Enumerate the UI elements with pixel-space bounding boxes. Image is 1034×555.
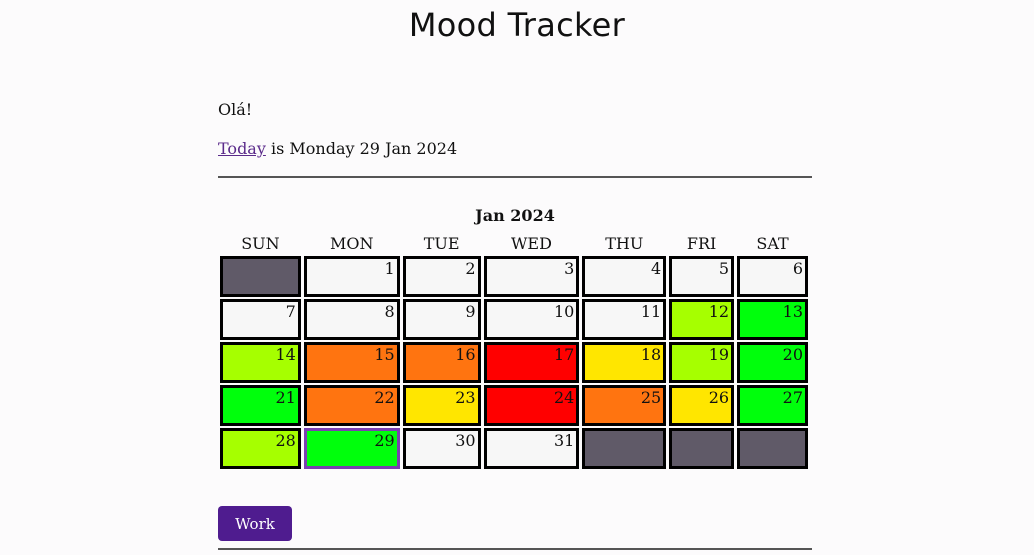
calendar-day-cell[interactable]: 30 xyxy=(402,428,481,469)
calendar-empty-cell xyxy=(582,428,667,469)
weekday-header: FRI xyxy=(686,233,717,253)
calendar-week-row: 14 15 16 17 18 19 20 xyxy=(220,342,808,383)
day-number xyxy=(296,272,298,274)
divider-top xyxy=(218,176,812,178)
calendar-day-cell[interactable]: 8 xyxy=(303,299,400,340)
day-number: 26 xyxy=(708,388,730,407)
calendar-day-cell[interactable]: 26 xyxy=(669,385,735,426)
day-number xyxy=(661,444,663,446)
day-number: 5 xyxy=(718,259,730,278)
day-number: 20 xyxy=(782,345,803,364)
today-date-text: is Monday 29 Jan 2024 xyxy=(265,139,458,158)
calendar-day-cell[interactable]: 24 xyxy=(483,385,580,426)
day-number: 19 xyxy=(708,345,730,364)
day-number: 25 xyxy=(640,388,662,407)
calendar-month-label: Jan 2024 xyxy=(475,206,555,225)
day-number: 16 xyxy=(455,345,476,364)
day-number: 1 xyxy=(384,259,395,278)
day-number xyxy=(729,444,731,446)
main-content: Olá! Today is Monday 29 Jan 2024 Jan 202… xyxy=(218,100,812,550)
calendar-day-cell[interactable]: 19 xyxy=(669,342,735,383)
day-number: 12 xyxy=(708,302,730,321)
day-number: 22 xyxy=(374,388,395,407)
calendar-day-cell[interactable]: 3 xyxy=(483,256,580,297)
weekday-header: MON xyxy=(330,233,374,253)
day-number: 28 xyxy=(275,431,296,450)
mood-calendar: SUN MON TUE WED THU FRI SAT 1 2 3 4 5 6 7 8 9 10 1… xyxy=(217,230,811,471)
calendar-day-cell[interactable]: 28 xyxy=(220,428,301,469)
calendar-day-cell[interactable]: 10 xyxy=(483,299,580,340)
day-number: 7 xyxy=(285,302,296,321)
weekday-header-row: SUN MON TUE WED THU FRI SAT xyxy=(220,232,808,254)
day-number: 4 xyxy=(651,259,662,278)
calendar-day-cell[interactable]: 4 xyxy=(582,256,667,297)
weekday-header: TUE xyxy=(423,233,460,253)
day-number: 31 xyxy=(554,431,575,450)
day-number: 8 xyxy=(384,302,395,321)
day-number: 30 xyxy=(455,431,476,450)
calendar-day-cell[interactable]: 29 xyxy=(303,428,400,469)
calendar-body: 1 2 3 4 5 6 7 8 9 10 11 12 13 14 15 16 17 18 19 20 21 22 23 24 2… xyxy=(220,256,808,469)
weekday-header: THU xyxy=(605,233,644,253)
calendar-day-cell[interactable]: 11 xyxy=(582,299,667,340)
greeting-text: Olá! xyxy=(218,100,253,119)
calendar-day-cell[interactable]: 2 xyxy=(402,256,481,297)
weekday-header: SUN xyxy=(241,233,280,253)
calendar-day-cell[interactable]: 9 xyxy=(402,299,481,340)
calendar-day-cell[interactable]: 7 xyxy=(220,299,301,340)
calendar-empty-cell xyxy=(220,256,301,297)
calendar-day-cell[interactable]: 27 xyxy=(737,385,808,426)
calendar-day-cell[interactable]: 25 xyxy=(582,385,667,426)
calendar-week-row: 28 29 30 31 xyxy=(220,428,808,469)
calendar-empty-cell xyxy=(737,428,808,469)
calendar-week-row: 7 8 9 10 11 12 13 xyxy=(220,299,808,340)
calendar-day-cell[interactable]: 20 xyxy=(737,342,808,383)
day-number: 27 xyxy=(782,388,803,407)
calendar-day-cell[interactable]: 6 xyxy=(737,256,808,297)
calendar-day-cell[interactable]: 31 xyxy=(483,428,580,469)
calendar-day-cell[interactable]: 23 xyxy=(402,385,481,426)
weekday-header: WED xyxy=(510,233,552,253)
calendar-week-row: 21 22 23 24 25 26 27 xyxy=(220,385,808,426)
calendar-day-cell[interactable]: 16 xyxy=(402,342,481,383)
day-number: 29 xyxy=(374,431,395,450)
day-number: 18 xyxy=(640,345,662,364)
calendar-day-cell[interactable]: 17 xyxy=(483,342,580,383)
day-number: 23 xyxy=(455,388,476,407)
calendar-day-cell[interactable]: 14 xyxy=(220,342,301,383)
today-line: Today is Monday 29 Jan 2024 xyxy=(218,139,457,158)
calendar-day-cell[interactable]: 1 xyxy=(303,256,400,297)
calendar-empty-cell xyxy=(669,428,735,469)
day-number: 11 xyxy=(640,302,662,321)
today-link[interactable]: Today xyxy=(218,139,266,158)
day-number xyxy=(803,444,805,446)
day-number: 10 xyxy=(554,302,575,321)
day-number: 17 xyxy=(554,345,575,364)
calendar-day-cell[interactable]: 5 xyxy=(669,256,735,297)
day-number: 21 xyxy=(275,388,296,407)
weekday-header: SAT xyxy=(756,233,789,253)
calendar-day-cell[interactable]: 13 xyxy=(737,299,808,340)
calendar-day-cell[interactable]: 12 xyxy=(669,299,735,340)
day-number: 13 xyxy=(782,302,803,321)
calendar-day-cell[interactable]: 22 xyxy=(303,385,400,426)
day-number: 24 xyxy=(554,388,575,407)
calendar-week-row: 1 2 3 4 5 6 xyxy=(220,256,808,297)
work-button[interactable]: Work xyxy=(218,506,292,541)
day-number: 15 xyxy=(374,345,395,364)
day-number: 9 xyxy=(465,302,476,321)
day-number: 2 xyxy=(465,259,476,278)
page-title: Mood Tracker xyxy=(408,6,626,44)
day-number: 6 xyxy=(792,259,803,278)
day-number: 14 xyxy=(275,345,296,364)
calendar-day-cell[interactable]: 18 xyxy=(582,342,667,383)
day-number: 3 xyxy=(564,259,575,278)
calendar-day-cell[interactable]: 15 xyxy=(303,342,400,383)
divider-bottom xyxy=(218,548,812,550)
calendar-day-cell[interactable]: 21 xyxy=(220,385,301,426)
